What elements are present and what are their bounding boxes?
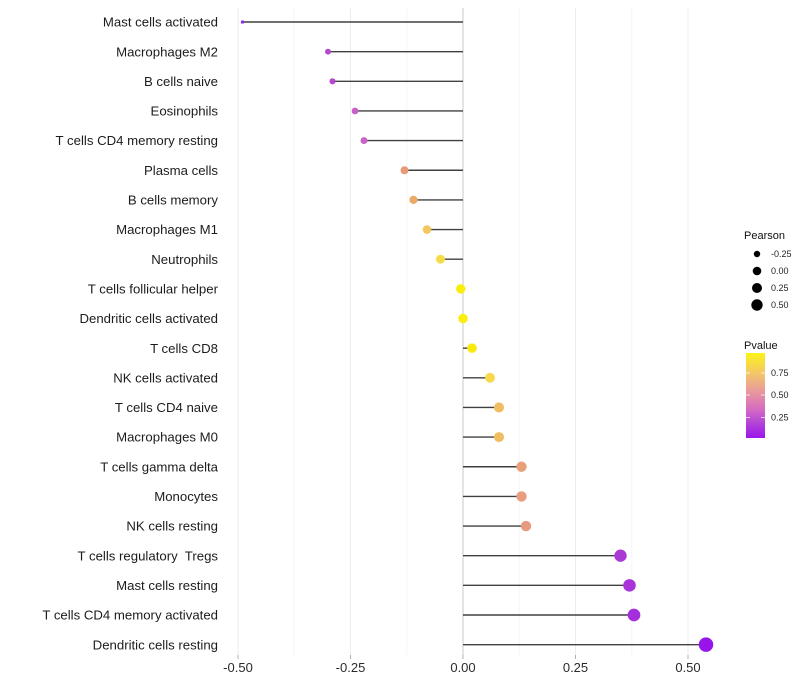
color-legend-label: 0.50 [771, 390, 789, 400]
category-label: Mast cells resting [116, 578, 218, 593]
x-tick-label: 0.25 [563, 660, 588, 675]
category-label: Eosinophils [151, 104, 219, 119]
size-legend-label: 0.25 [771, 283, 789, 293]
category-label: Macrophages M2 [116, 44, 218, 59]
lollipop-row [463, 549, 627, 562]
category-label: Monocytes [154, 489, 218, 504]
lollipop-dot [422, 225, 432, 234]
category-label: T cells CD4 memory activated [42, 608, 218, 623]
lollipop-dot [456, 284, 466, 294]
lollipop-dot [458, 313, 468, 324]
lollipop-dot [516, 491, 527, 502]
category-label: Dendritic cells activated [79, 311, 218, 326]
x-tick-label: -0.50 [223, 660, 253, 675]
lollipop-dot [325, 48, 331, 55]
category-label: Plasma cells [144, 163, 218, 178]
category-label: NK cells resting [126, 519, 218, 534]
lollipop-dot [360, 137, 368, 145]
size-legend-swatch [751, 299, 763, 311]
size-legend-entries: -0.25 0.00 0.25 0.50 [751, 249, 792, 311]
lollipop-dot [516, 461, 527, 472]
category-label: T cells CD4 naive [115, 400, 218, 415]
lollipop-rows [240, 20, 714, 652]
lollipop-dot [614, 549, 627, 562]
lollipop-row [456, 284, 466, 294]
color-legend: Pvalue 0.75 0.50 0.25 [744, 340, 789, 438]
lollipop-row [400, 166, 463, 175]
y-axis-labels: Mast cells activated Macrophages M2 B cell… [42, 15, 218, 653]
lollipop-dot [485, 372, 495, 383]
lollipop-dot [400, 166, 409, 175]
lollipop-row [463, 637, 714, 652]
lollipop-dot [436, 254, 445, 264]
x-axis: -0.50 -0.25 0.00 0.25 0.50 [223, 655, 701, 675]
lollipop-dot [329, 78, 336, 85]
lollipop-row [422, 225, 463, 234]
lollipop-dot [493, 432, 505, 443]
lollipop-dot [627, 608, 641, 622]
size-legend-label: -0.25 [771, 249, 792, 259]
lollipop-dot [351, 107, 359, 115]
size-legend-label: 0.00 [771, 266, 789, 276]
category-label: T cells gamma delta [100, 459, 218, 474]
lollipop-row [463, 520, 532, 532]
category-label: B cells memory [128, 193, 219, 208]
lollipop-dot [240, 20, 245, 24]
x-tick-label: -0.25 [336, 660, 366, 675]
lollipop-row [463, 432, 505, 443]
size-legend: Pearson -0.25 0.00 0.25 0.50 [744, 230, 792, 311]
lollipop-row [463, 343, 477, 353]
color-legend-entries: 0.75 0.50 0.25 [746, 368, 789, 423]
lollipop-row [329, 78, 463, 85]
lollipop-dot [623, 579, 636, 592]
category-label: T cells follicular helper [88, 281, 219, 296]
size-legend-swatch [753, 250, 761, 258]
size-legend-swatch [752, 283, 762, 293]
category-label: B cells naive [144, 74, 218, 89]
lollipop-row [463, 579, 636, 592]
lollipop-row [240, 20, 463, 24]
x-tick-label: 0.00 [450, 660, 475, 675]
lollipop-dot [493, 402, 505, 413]
lollipop-dot [467, 343, 477, 353]
category-label: Macrophages M0 [116, 430, 218, 445]
gridlines [237, 8, 689, 655]
color-legend-label: 0.75 [771, 368, 789, 378]
size-legend-title: Pearson [744, 230, 785, 242]
lollipop-row [463, 402, 505, 413]
category-label: Dendritic cells resting [93, 637, 218, 652]
category-label: Mast cells activated [103, 15, 218, 30]
lollipop-row [463, 461, 527, 472]
lollipop-row [463, 491, 527, 502]
color-legend-title: Pvalue [744, 340, 778, 352]
lollipop-row [360, 137, 463, 145]
lollipop-row [325, 48, 463, 55]
category-label: T cells regulatory Tregs [78, 548, 219, 563]
category-label: NK cells activated [113, 370, 218, 385]
lollipop-row [458, 313, 468, 324]
category-label: Macrophages M1 [116, 222, 218, 237]
category-label: T cells CD4 memory resting [56, 133, 218, 148]
x-tick-label: 0.50 [675, 660, 700, 675]
category-label: T cells CD8 [150, 341, 218, 356]
lollipop-row [436, 254, 463, 264]
lollipop-row [351, 107, 463, 115]
lollipop-dot [409, 195, 418, 205]
pvalue-gradient-bar [746, 353, 765, 438]
color-legend-label: 0.25 [771, 413, 789, 423]
size-legend-label: 0.50 [771, 300, 789, 310]
lollipop-dot [520, 520, 532, 532]
lollipop-dot [698, 637, 714, 652]
size-legend-swatch [752, 266, 762, 276]
lollipop-row [463, 372, 495, 383]
category-label: Neutrophils [151, 252, 218, 267]
lollipop-row [463, 608, 641, 622]
lollipop-row [409, 195, 463, 205]
